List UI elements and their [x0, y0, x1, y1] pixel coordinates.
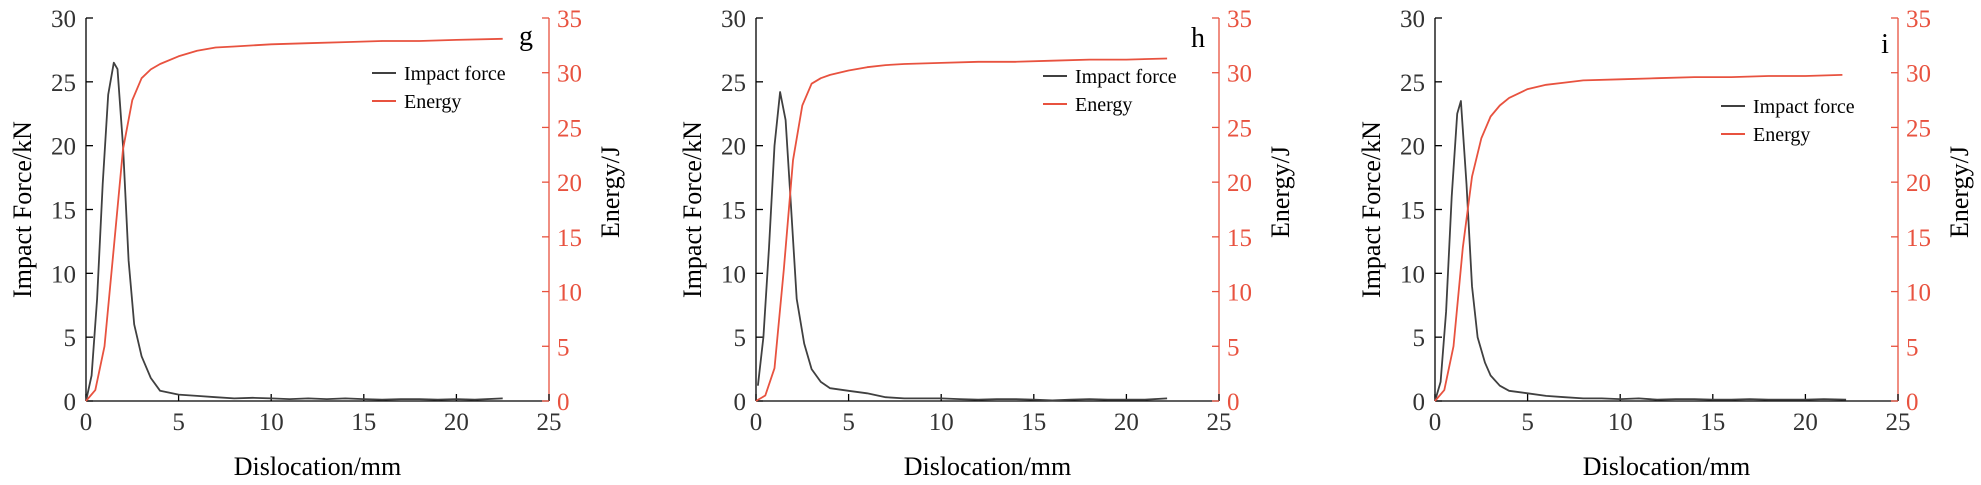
panel-label: h — [1191, 23, 1205, 54]
y-left-tick-label: 25 — [721, 70, 746, 97]
y-left-tick-label: 20 — [1400, 134, 1425, 161]
legend: Impact force Energy — [1721, 96, 1855, 146]
y-left-tick-label: 30 — [721, 6, 746, 33]
y-left-tick-label: 5 — [734, 325, 747, 352]
x-tick-label: 20 — [444, 409, 469, 436]
x-tick-label: 0 — [750, 409, 763, 436]
impact-force-series-line — [757, 91, 1168, 402]
x-tick-label: 20 — [1114, 409, 1139, 436]
y-left-tick-label: 25 — [51, 70, 76, 97]
y-right-tick-label: 20 — [1906, 170, 1931, 197]
x-tick-label: 10 — [929, 409, 954, 436]
energy-series-line — [1434, 74, 1843, 402]
x-tick-label: 5 — [1521, 409, 1534, 436]
y-right-tick-label: 10 — [1906, 280, 1931, 307]
x-tick-label: 25 — [1886, 409, 1911, 436]
chart-panel-i: 0 5 10 15 20 2505101520253005101520253035Disl… — [1357, 6, 1974, 481]
y-right-tick-label: 20 — [557, 170, 582, 197]
x-tick-label: 5 — [842, 409, 855, 436]
y-right-tick-label: 25 — [1906, 115, 1931, 142]
energy-series-line — [755, 57, 1168, 402]
y-left-axis-title: Impact Force/kN — [1357, 121, 1386, 298]
legend-label: Impact force — [404, 63, 506, 85]
y-right-tick-label: 30 — [1906, 61, 1931, 88]
x-tick-label: 5 — [172, 409, 185, 436]
x-tick-label: 25 — [537, 409, 562, 436]
y-right-tick-label: 5 — [1227, 334, 1240, 361]
y-right-tick-label: 25 — [1227, 115, 1252, 142]
y-left-tick-label: 0 — [64, 389, 77, 416]
y-left-tick-label: 15 — [1400, 198, 1425, 225]
y-right-tick-label: 35 — [1227, 6, 1252, 33]
y-right-tick-label: 30 — [557, 61, 582, 88]
y-left-tick-label: 25 — [1400, 70, 1425, 97]
legend: Impact force Energy — [1043, 66, 1177, 116]
x-tick-label: 15 — [1021, 409, 1046, 436]
y-left-axis-title: Impact Force/kN — [8, 121, 37, 298]
legend-label: Energy — [1075, 94, 1132, 116]
y-left-tick-label: 20 — [51, 134, 76, 161]
x-tick-label: 0 — [80, 409, 93, 436]
y-right-tick-label: 15 — [1227, 225, 1252, 252]
y-left-axis-title: Impact Force/kN — [678, 121, 707, 298]
y-left-tick-label: 30 — [1400, 6, 1425, 33]
impact-force-series-line — [1434, 100, 1847, 402]
y-right-tick-label: 0 — [1906, 389, 1919, 416]
y-right-tick-label: 5 — [1906, 334, 1919, 361]
x-tick-label: 20 — [1793, 409, 1818, 436]
y-left-tick-label: 5 — [1413, 325, 1426, 352]
y-left-tick-label: 5 — [64, 325, 77, 352]
legend: Impact force Energy — [372, 63, 506, 113]
x-tick-label: 15 — [1700, 409, 1725, 436]
y-right-axis-title: Energy/J — [1266, 146, 1295, 238]
chart-panel-g: 0 5 10 15 20 2505101520253005101520253035Disl… — [8, 6, 625, 481]
panel-label: g — [519, 21, 533, 52]
impact-force-series-line — [85, 61, 503, 402]
y-right-tick-label: 10 — [557, 280, 582, 307]
y-left-tick-label: 10 — [721, 261, 746, 288]
y-right-tick-label: 20 — [1227, 170, 1252, 197]
y-right-tick-label: 10 — [1227, 280, 1252, 307]
y-right-tick-label: 35 — [557, 6, 582, 33]
y-left-tick-label: 10 — [1400, 261, 1425, 288]
y-left-tick-label: 0 — [1413, 389, 1426, 416]
y-left-tick-label: 10 — [51, 261, 76, 288]
x-tick-label: 10 — [1608, 409, 1633, 436]
panel-label: i — [1881, 29, 1889, 60]
x-axis-title: Dislocation/mm — [904, 452, 1072, 481]
legend-label: Energy — [1753, 124, 1810, 146]
y-left-tick-label: 0 — [734, 389, 747, 416]
y-right-axis-title: Energy/J — [596, 146, 625, 238]
y-left-tick-label: 30 — [51, 6, 76, 33]
y-right-axis-title: Energy/J — [1945, 146, 1974, 238]
y-left-tick-label: 15 — [721, 198, 746, 225]
y-right-tick-label: 30 — [1227, 61, 1252, 88]
y-right-tick-label: 35 — [1906, 6, 1931, 33]
y-right-tick-label: 15 — [1906, 225, 1931, 252]
y-right-tick-label: 0 — [1227, 389, 1240, 416]
y-left-tick-label: 20 — [721, 134, 746, 161]
y-right-tick-label: 0 — [557, 389, 570, 416]
x-tick-label: 10 — [259, 409, 284, 436]
x-tick-label: 15 — [351, 409, 376, 436]
y-left-tick-label: 15 — [51, 198, 76, 225]
chart-panel-h: 0 5 10 15 20 2505101520253005101520253035Disl… — [678, 6, 1295, 481]
legend-label: Impact force — [1075, 66, 1177, 88]
x-tick-label: 25 — [1207, 409, 1232, 436]
x-tick-label: 0 — [1429, 409, 1442, 436]
y-right-tick-label: 25 — [557, 115, 582, 142]
legend-label: Impact force — [1753, 96, 1855, 118]
legend-label: Energy — [404, 91, 461, 113]
x-axis-title: Dislocation/mm — [1583, 452, 1751, 481]
y-right-tick-label: 5 — [557, 334, 570, 361]
x-axis-title: Dislocation/mm — [234, 452, 402, 481]
y-right-tick-label: 15 — [557, 225, 582, 252]
energy-series-line — [85, 37, 503, 402]
